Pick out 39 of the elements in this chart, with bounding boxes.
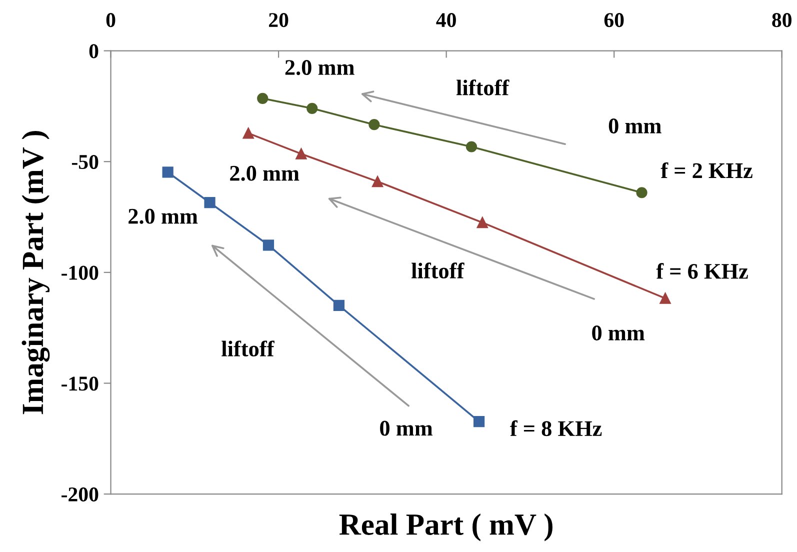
annotation: 0 mm [380, 420, 433, 436]
annotation: f = 2 KHz [660, 162, 752, 178]
x-tick-label: 20 [269, 13, 288, 28]
y-tick-label: -50 [72, 154, 98, 170]
point [242, 128, 254, 139]
x-tick-label: 60 [604, 13, 624, 28]
annotation: 2.0 mm [285, 60, 354, 76]
point [473, 416, 485, 428]
annotation: liftoff [412, 262, 464, 278]
point [306, 102, 318, 114]
x-tick-label: 0 [106, 13, 116, 28]
y-tick-label: -200 [62, 487, 98, 502]
annotation: f = 8 KHz [510, 420, 602, 436]
x-tick-label: 40 [436, 13, 456, 28]
annotation: f = 6 KHz [656, 263, 748, 279]
annotation: 0 mm [608, 118, 662, 134]
point [262, 240, 274, 251]
annotation: liftoff [222, 340, 274, 356]
point [257, 92, 268, 104]
point [636, 187, 648, 198]
annotation: 2.0 mm [230, 166, 300, 181]
annotation: 2.0 mm [128, 208, 198, 224]
y-tick-label: -150 [62, 376, 98, 391]
x-axis-title: Real Part ( mV ) [339, 513, 552, 542]
point [476, 216, 488, 228]
point [296, 148, 307, 160]
annotation: 0 mm [592, 325, 645, 340]
y-axis-title: Imaginary Part (mV ) [22, 131, 50, 414]
point [162, 166, 174, 178]
point [372, 176, 384, 188]
x-tick-label: 80 [772, 13, 792, 28]
point [368, 119, 380, 130]
point [466, 141, 478, 152]
y-tick-label: -100 [62, 266, 98, 280]
point [333, 300, 345, 311]
y-tick-label: 0 [89, 44, 98, 58]
point [204, 197, 216, 208]
annotation: liftoff [456, 79, 510, 96]
point [660, 292, 671, 304]
